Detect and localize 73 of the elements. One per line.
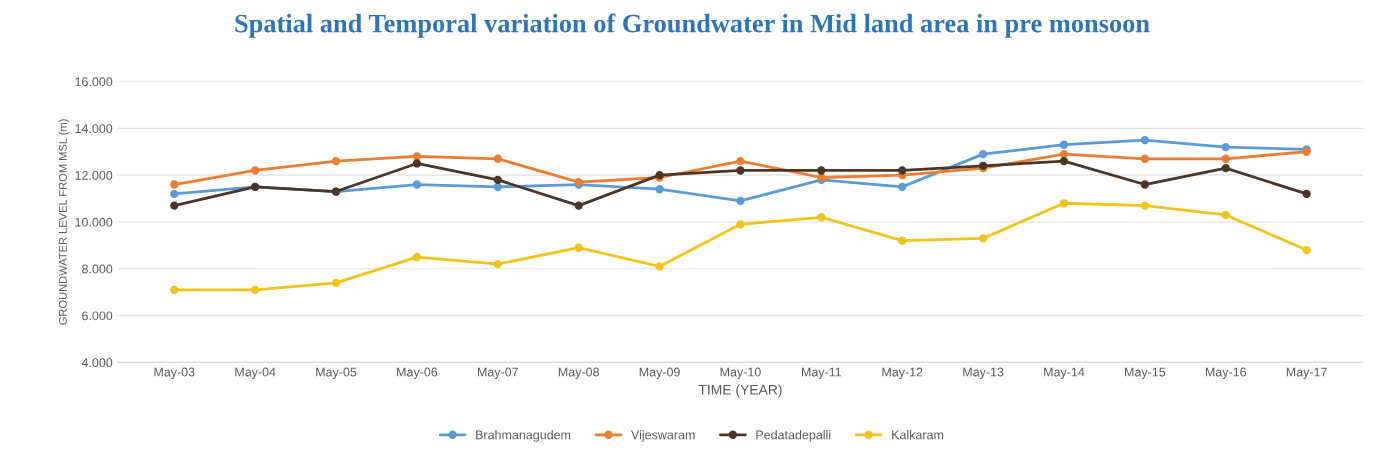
point <box>250 285 260 295</box>
point <box>1302 245 1311 255</box>
x-tick-label: May-03 <box>154 367 195 379</box>
point <box>170 189 179 199</box>
x-tick-label: May-06 <box>397 367 438 379</box>
x-tick-label: May-09 <box>639 367 680 379</box>
point <box>331 278 341 287</box>
legend-label: Pedatadepalli <box>756 430 831 442</box>
point <box>736 196 745 206</box>
point <box>817 213 826 222</box>
point <box>1059 140 1069 149</box>
point <box>493 182 502 192</box>
y-tick-label: 14.000 <box>75 124 113 133</box>
point <box>736 220 745 229</box>
x-tick-label: May-07 <box>477 367 519 379</box>
point <box>574 243 583 252</box>
point <box>1140 180 1150 189</box>
x-tick-label: May-04 <box>235 367 276 379</box>
y-tick-label: 4.000 <box>81 358 113 368</box>
point <box>1140 201 1150 210</box>
point <box>170 180 179 189</box>
y-tick-label: 8.000 <box>82 264 113 274</box>
point <box>574 201 583 210</box>
point <box>1059 199 1069 208</box>
point <box>898 236 907 245</box>
point <box>331 156 341 166</box>
x-tick-label: May-11 <box>801 367 842 379</box>
x-tick-label: May-13 <box>963 367 1004 379</box>
x-tick-label: May-05 <box>316 367 357 379</box>
chart-title: Spatial and Temporal variation of Groundwater in Mid land area in pre monsoon <box>235 13 1150 38</box>
point <box>978 234 988 243</box>
y-tick-label: 10.000 <box>75 217 113 227</box>
point <box>978 149 988 159</box>
x-tick-label: May-12 <box>882 367 923 379</box>
x-tick-label: May-16 <box>1205 367 1247 379</box>
point <box>898 166 907 175</box>
y-tick-label: 16.000 <box>75 77 113 87</box>
legend-label: Brahmanagudem <box>476 430 571 442</box>
point <box>493 259 502 269</box>
point <box>1140 154 1150 163</box>
point <box>655 185 664 194</box>
point <box>898 182 907 192</box>
point <box>1221 142 1230 152</box>
x-tick-label: May-17 <box>1286 367 1327 379</box>
legend-label: Kalkaram <box>892 430 944 440</box>
point <box>412 252 422 262</box>
point <box>736 156 745 166</box>
x-tick-label: May-14 <box>1044 367 1085 379</box>
point <box>1059 156 1069 166</box>
point <box>1221 154 1230 163</box>
point <box>250 166 260 175</box>
point <box>1140 135 1150 145</box>
point <box>412 180 422 189</box>
point <box>1221 210 1230 220</box>
point <box>493 175 502 185</box>
x-tick-label: May-08 <box>558 367 599 379</box>
point <box>817 166 826 175</box>
point <box>1221 163 1230 173</box>
point <box>412 152 422 161</box>
x-tick-label: May-15 <box>1125 367 1166 379</box>
point <box>170 201 179 210</box>
y-tick-label: 12.000 <box>75 170 113 180</box>
point <box>493 154 502 163</box>
point <box>170 285 179 295</box>
legend-label: Vijeswaram <box>631 430 695 442</box>
y-tick-label: 6.000 <box>82 311 113 321</box>
point <box>412 159 422 168</box>
x-axis-title: TIME (YEAR) <box>698 384 782 398</box>
y-axis-title: GROUNDWATER LEVEL FROM MSL (m) <box>58 119 69 325</box>
x-tick-label: May-10 <box>720 367 761 379</box>
point <box>736 166 745 175</box>
point <box>1302 189 1311 199</box>
point <box>655 262 664 271</box>
